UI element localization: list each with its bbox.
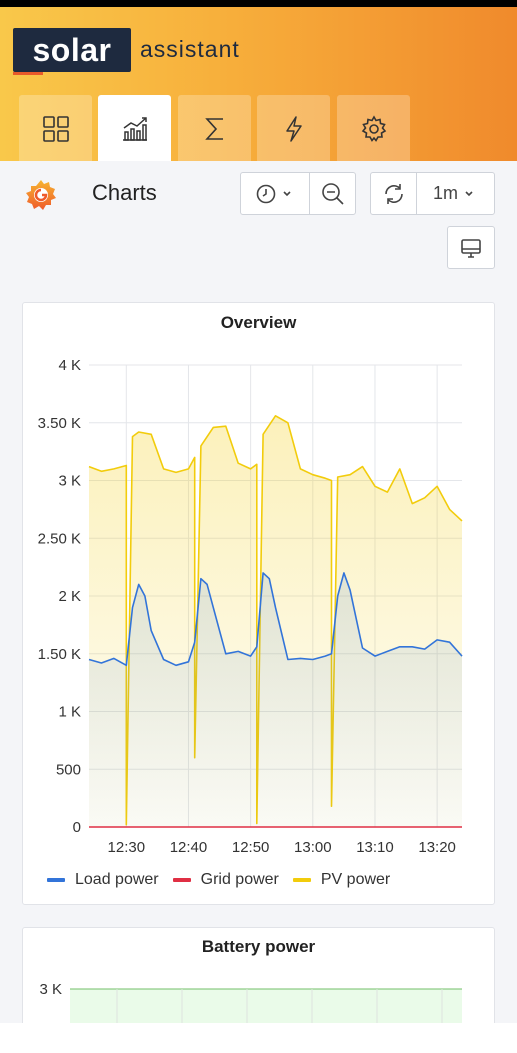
chart-legend: Load power Grid power PV power xyxy=(47,871,404,889)
panel-title: Battery power xyxy=(201,937,316,956)
sigma-icon xyxy=(204,117,223,140)
chart-icon xyxy=(122,116,147,141)
battery-grid xyxy=(116,989,443,1023)
x-tick-label: 12:50 xyxy=(232,839,270,856)
tab-totals[interactable] xyxy=(178,95,251,162)
legend-label: Load power xyxy=(75,871,159,888)
tab-dashboard[interactable] xyxy=(19,95,92,162)
logo-word: solar xyxy=(32,32,112,68)
panel-title: Overview xyxy=(220,313,297,332)
y-tick-label: 4 K xyxy=(58,357,81,374)
y-tick-label: 3 K xyxy=(39,981,62,998)
refresh-icon xyxy=(384,183,403,204)
x-tick-label: 13:00 xyxy=(294,839,332,856)
time-picker-button[interactable] xyxy=(240,172,310,215)
grid-icon xyxy=(42,115,69,142)
monitor-icon xyxy=(461,238,481,258)
y-tick-label: 2 K xyxy=(58,588,81,605)
tab-power[interactable] xyxy=(257,95,330,162)
legend-item-grid[interactable]: Grid power xyxy=(172,871,279,889)
legend-swatch xyxy=(292,878,311,882)
chevron-down-icon xyxy=(465,190,473,196)
tab-settings[interactable] xyxy=(337,95,410,162)
y-tick-label: 0 xyxy=(73,819,81,836)
status-bar xyxy=(0,0,517,7)
logo-suffix: assistant xyxy=(140,36,240,62)
legend-swatch xyxy=(172,878,191,882)
battery-area xyxy=(70,989,462,1023)
legend-label: Grid power xyxy=(200,871,279,888)
zoom-out-icon xyxy=(321,182,344,205)
y-tick-label: 1 K xyxy=(58,704,81,721)
y-tick-label: 3.50 K xyxy=(38,415,81,432)
x-tick-label: 12:30 xyxy=(108,839,146,856)
legend-item-pv[interactable]: PV power xyxy=(292,871,391,889)
y-tick-label: 2.50 K xyxy=(38,530,81,547)
tab-charts[interactable] xyxy=(98,95,171,162)
legend-label: PV power xyxy=(320,871,391,888)
x-tick-label: 13:10 xyxy=(356,839,394,856)
bolt-icon xyxy=(285,115,302,142)
legend-item-load[interactable]: Load power xyxy=(47,871,159,889)
legend-swatch xyxy=(47,878,65,882)
y-tick-label: 3 K xyxy=(58,473,81,490)
series-line xyxy=(88,572,463,667)
clock-icon xyxy=(256,184,291,203)
app-header: solar assistant xyxy=(0,7,517,162)
page-title: Charts xyxy=(92,180,157,205)
overview-chart[interactable]: 0 500 1 K 1.50 K 2 K 2.50 K 3 K 3.50 K 4 K 12:30 1… xyxy=(22,340,495,865)
y-tick-label: 500 xyxy=(56,761,81,778)
x-tick-label: 13:20 xyxy=(418,839,456,856)
y-tick-label: 1.50 K xyxy=(38,646,81,663)
logo-accent xyxy=(13,72,43,75)
refresh-interval-value: 1m xyxy=(432,183,458,203)
grafana-icon[interactable] xyxy=(23,177,59,213)
battery-chart[interactable]: 3 K xyxy=(22,975,495,1023)
series-area xyxy=(89,572,462,827)
bottom-bar xyxy=(0,1023,517,1053)
tv-mode-button[interactable] xyxy=(447,226,495,269)
logo[interactable]: solar xyxy=(13,28,131,72)
refresh-interval-select[interactable]: 1m xyxy=(416,172,495,215)
refresh-button[interactable] xyxy=(370,172,417,215)
x-tick-label: 12:40 xyxy=(170,839,208,856)
gear-icon xyxy=(361,114,386,142)
zoom-out-button[interactable] xyxy=(309,172,356,215)
